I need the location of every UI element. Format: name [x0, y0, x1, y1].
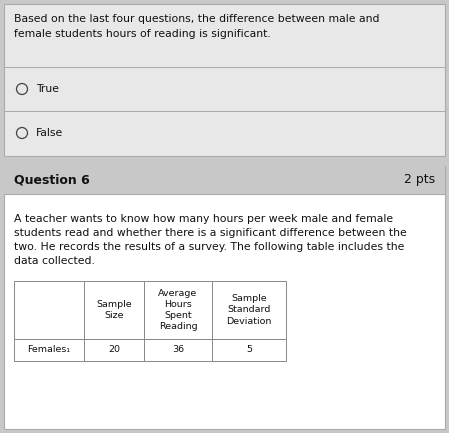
Text: Sample
Size: Sample Size — [96, 300, 132, 320]
Text: True: True — [36, 84, 59, 94]
Text: students read and whether there is a significant difference between the: students read and whether there is a sig… — [14, 228, 407, 238]
Bar — [84, 339, 144, 361]
Text: 2 pts: 2 pts — [404, 174, 435, 187]
Bar — [84, 281, 144, 339]
Bar — [14, 281, 84, 339]
Text: 36: 36 — [172, 346, 184, 355]
Text: Females₁: Females₁ — [27, 346, 70, 355]
Text: 20: 20 — [108, 346, 120, 355]
Text: Average
Hours
Spent
Reading: Average Hours Spent Reading — [158, 289, 198, 331]
Text: Based on the last four questions, the difference between male and
female student: Based on the last four questions, the di… — [14, 14, 379, 39]
Text: A teacher wants to know how many hours per week male and female: A teacher wants to know how many hours p… — [14, 214, 393, 224]
Bar — [212, 339, 286, 361]
Bar — [144, 339, 212, 361]
Bar — [4, 166, 445, 194]
Bar — [144, 281, 212, 339]
Text: 5: 5 — [246, 346, 252, 355]
Text: False: False — [36, 128, 63, 138]
Text: Question 6: Question 6 — [14, 174, 90, 187]
Bar — [14, 339, 84, 361]
Text: two. He records the results of a survey. The following table includes the: two. He records the results of a survey.… — [14, 242, 405, 252]
Text: data collected.: data collected. — [14, 256, 95, 266]
Text: Sample
Standard
Deviation: Sample Standard Deviation — [226, 294, 272, 326]
Bar — [212, 281, 286, 339]
